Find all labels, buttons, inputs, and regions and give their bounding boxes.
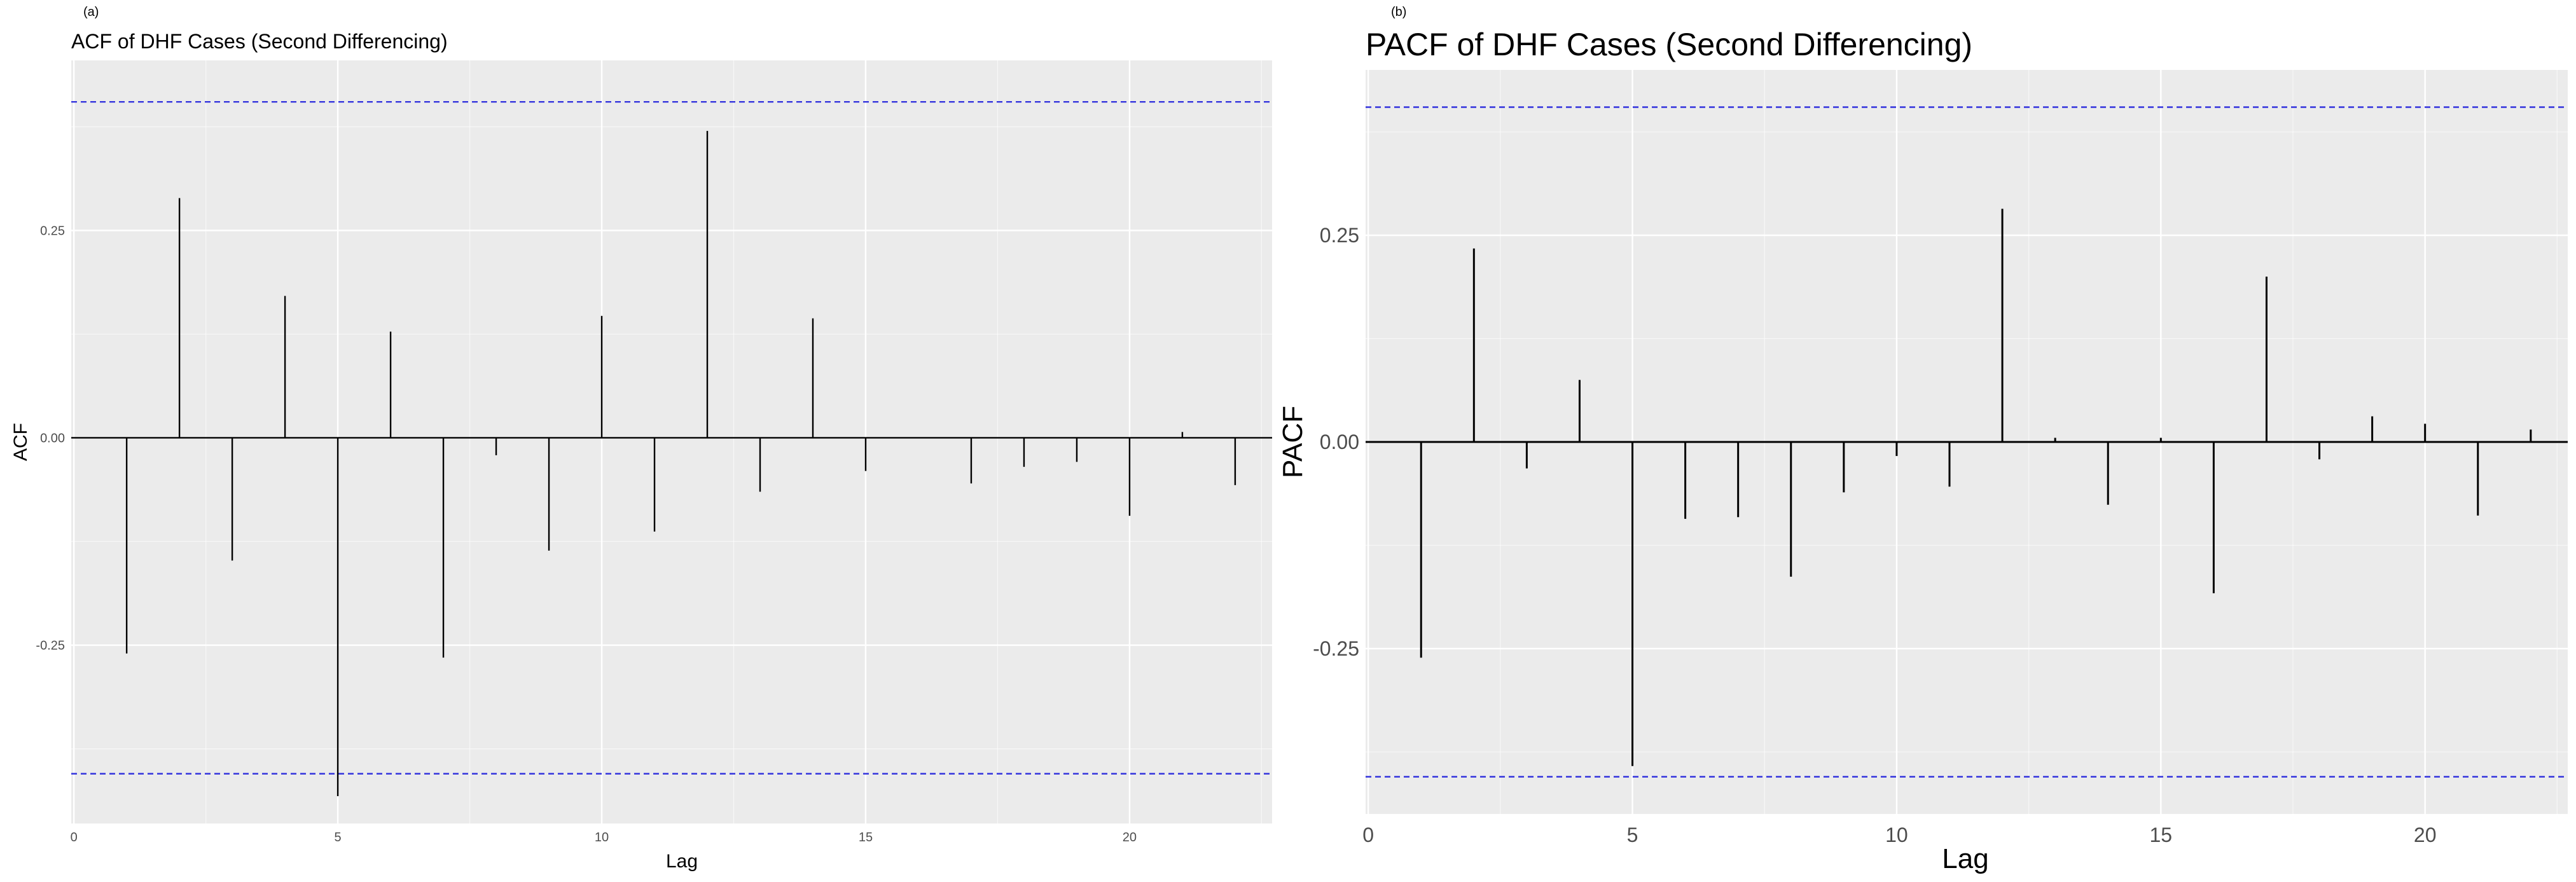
x-tick-label: 20 bbox=[2414, 823, 2437, 846]
y-tick-label: 0.25 bbox=[40, 224, 65, 238]
x-tick-label: 0 bbox=[1362, 823, 1374, 846]
acf-plot-area bbox=[71, 60, 1272, 823]
x-tick-label: 0 bbox=[71, 830, 78, 844]
x-tick-label: 15 bbox=[2150, 823, 2173, 846]
pacf-y-tick-labels: -0.25 0.00 0.25 bbox=[1313, 224, 1359, 660]
pacf-confidence-bounds bbox=[1366, 106, 2568, 778]
x-tick-label: 5 bbox=[1627, 823, 1638, 846]
y-tick-label: 0.00 bbox=[1320, 431, 1359, 453]
pacf-y-axis-label: PACF bbox=[1277, 406, 1308, 478]
acf-panel-label: (a) bbox=[83, 5, 99, 19]
acf-y-axis-label: ACF bbox=[10, 423, 31, 461]
x-tick-label: 10 bbox=[595, 830, 609, 844]
x-tick-label: 20 bbox=[1123, 830, 1137, 844]
y-tick-label: 0.00 bbox=[40, 431, 65, 445]
pacf-x-axis-label: Lag bbox=[1942, 843, 1988, 874]
x-tick-label: 15 bbox=[859, 830, 873, 844]
y-tick-label: -0.25 bbox=[36, 639, 65, 653]
pacf-panel: (b) PACF of DHF Cases (Second Differenci… bbox=[1277, 5, 2568, 874]
y-tick-label: 0.25 bbox=[1320, 224, 1359, 247]
pacf-spikes bbox=[1420, 209, 2532, 766]
acf-spikes bbox=[125, 130, 1236, 796]
acf-chart-title: ACF of DHF Cases (Second Differencing) bbox=[71, 30, 448, 53]
x-tick-label: 10 bbox=[1885, 823, 1908, 846]
y-tick-label: -0.25 bbox=[1313, 637, 1359, 660]
x-tick-label: 5 bbox=[335, 830, 342, 844]
pacf-x-tick-labels: 0 5 10 15 20 bbox=[1362, 823, 2436, 846]
acf-x-axis-label: Lag bbox=[666, 851, 698, 872]
acf-panel: (a) ACF of DHF Cases (Second Differencin… bbox=[10, 5, 1272, 872]
acf-x-tick-labels: 0 5 10 15 20 bbox=[71, 830, 1137, 844]
acf-y-tick-labels: -0.25 0.00 0.25 bbox=[36, 224, 65, 652]
pacf-chart-title: PACF of DHF Cases (Second Differencing) bbox=[1366, 27, 1972, 62]
pacf-panel-label: (b) bbox=[1391, 5, 1406, 19]
